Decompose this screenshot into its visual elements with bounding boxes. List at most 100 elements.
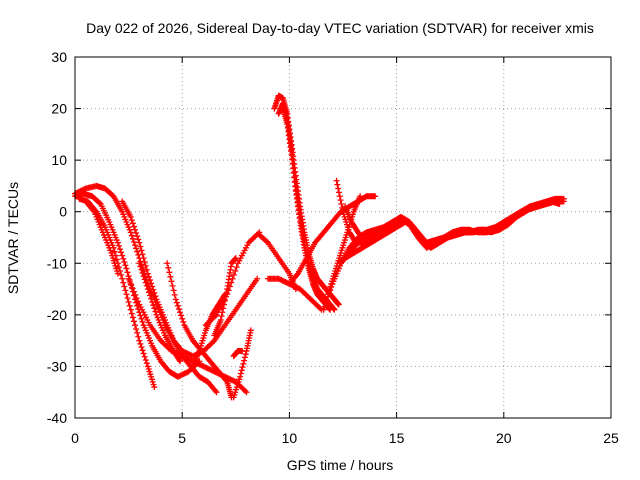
data-point bbox=[556, 200, 563, 207]
data-point bbox=[170, 287, 177, 294]
y-tick-label: -30 bbox=[47, 358, 67, 374]
data-point bbox=[323, 297, 330, 304]
data-point bbox=[130, 318, 137, 325]
data-point bbox=[217, 317, 224, 324]
data-point bbox=[140, 255, 147, 262]
data-point bbox=[119, 252, 126, 259]
data-points bbox=[72, 92, 567, 401]
data-point bbox=[243, 389, 250, 396]
data-point bbox=[228, 279, 235, 286]
data-point bbox=[121, 258, 128, 265]
data-point bbox=[139, 269, 146, 276]
data-point bbox=[128, 232, 135, 239]
x-tick-label: 0 bbox=[71, 430, 79, 446]
data-point bbox=[149, 283, 156, 290]
data-point bbox=[141, 258, 148, 265]
data-point bbox=[130, 288, 137, 295]
data-point bbox=[226, 283, 233, 290]
data-point bbox=[145, 289, 152, 296]
data-point bbox=[180, 318, 187, 325]
data-point bbox=[139, 251, 146, 258]
data-point bbox=[140, 350, 147, 357]
data-point bbox=[126, 302, 133, 309]
data-point bbox=[127, 306, 134, 313]
data-point bbox=[124, 295, 131, 302]
data-point bbox=[115, 264, 122, 271]
data-point bbox=[129, 220, 136, 227]
data-point bbox=[178, 312, 185, 319]
data-point bbox=[122, 262, 129, 269]
data-point bbox=[177, 309, 184, 316]
data-point bbox=[137, 340, 144, 347]
data-point bbox=[147, 277, 154, 284]
data-point bbox=[372, 193, 379, 200]
data-point bbox=[337, 197, 344, 204]
data-point bbox=[123, 291, 130, 298]
data-point bbox=[212, 313, 219, 320]
data-point bbox=[218, 313, 225, 320]
data-point bbox=[151, 289, 158, 296]
data-point bbox=[96, 200, 103, 207]
data-point bbox=[168, 278, 175, 285]
data-point bbox=[242, 351, 249, 358]
data-point bbox=[335, 301, 342, 308]
data-point bbox=[122, 287, 129, 294]
data-point bbox=[147, 292, 154, 299]
data-point bbox=[129, 285, 136, 292]
data-point bbox=[139, 347, 146, 354]
data-point bbox=[171, 291, 178, 298]
data-point bbox=[327, 306, 334, 313]
data-point bbox=[129, 314, 136, 321]
data-point bbox=[114, 239, 121, 246]
data-point bbox=[151, 305, 158, 312]
data-point bbox=[152, 308, 159, 315]
data-point bbox=[237, 370, 244, 377]
data-point bbox=[164, 260, 171, 267]
y-tick-label: -10 bbox=[47, 255, 67, 271]
data-point bbox=[212, 387, 219, 394]
series-track-13 bbox=[230, 347, 246, 360]
data-point bbox=[128, 282, 135, 289]
data-point bbox=[111, 248, 118, 255]
data-point bbox=[237, 373, 244, 380]
data-point bbox=[145, 273, 152, 280]
data-point bbox=[128, 217, 135, 224]
data-point bbox=[136, 239, 143, 246]
data-point bbox=[128, 310, 135, 317]
data-point bbox=[120, 255, 127, 262]
data-point bbox=[134, 298, 141, 305]
data-point bbox=[149, 298, 156, 305]
data-point bbox=[293, 271, 300, 278]
data-point bbox=[357, 193, 364, 200]
series-track-15 bbox=[271, 92, 342, 308]
data-point bbox=[338, 200, 345, 207]
data-point bbox=[133, 245, 140, 252]
data-point bbox=[132, 291, 139, 298]
data-point bbox=[136, 260, 143, 267]
data-point bbox=[124, 269, 131, 276]
data-point bbox=[560, 195, 567, 202]
data-point bbox=[317, 305, 324, 312]
data-point bbox=[135, 236, 142, 243]
data-point bbox=[151, 384, 158, 391]
y-tick-label: -20 bbox=[47, 307, 67, 323]
plot-frame bbox=[74, 56, 612, 419]
data-point bbox=[117, 246, 124, 253]
series-track-4 bbox=[82, 198, 121, 277]
data-point bbox=[132, 226, 139, 233]
data-point bbox=[225, 287, 232, 294]
data-point bbox=[134, 233, 141, 240]
data-point bbox=[138, 266, 145, 273]
data-point bbox=[175, 306, 182, 313]
data-point bbox=[239, 364, 246, 371]
data-point bbox=[174, 302, 181, 309]
data-point bbox=[152, 293, 159, 300]
x-axis-label: GPS time / hours bbox=[287, 457, 394, 473]
series-track-10 bbox=[211, 255, 239, 339]
data-point bbox=[172, 296, 179, 303]
data-point bbox=[148, 295, 155, 302]
data-point bbox=[176, 356, 183, 363]
data-point bbox=[334, 181, 341, 188]
data-point bbox=[123, 265, 130, 272]
